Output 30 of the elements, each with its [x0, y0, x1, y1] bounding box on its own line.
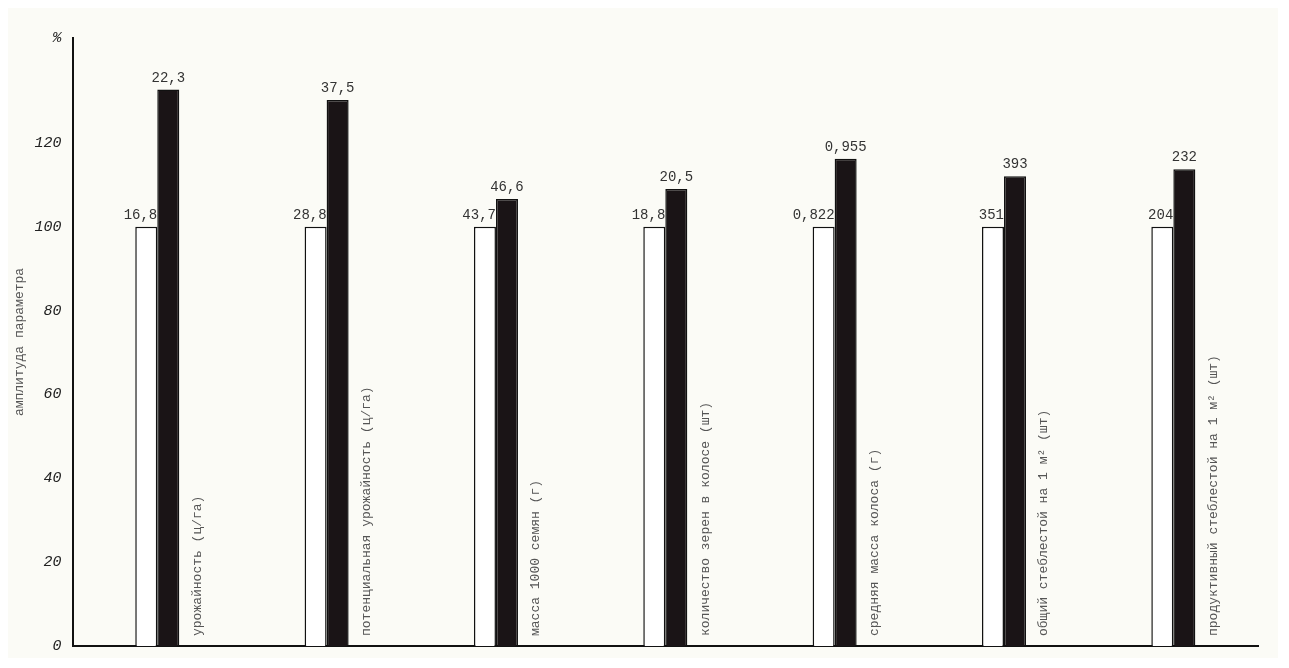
y-tick-label: 20 [43, 554, 62, 572]
annotation: 18,8 [631, 206, 666, 223]
x-tick-label: общий стеблестой на 1 м² (шт) [1036, 409, 1052, 636]
x-tick-label: количество зерен в колосе (шт) [697, 401, 713, 636]
y-tick-label: 60 [43, 386, 62, 404]
annotation: 0,822 [792, 206, 835, 223]
x-tick-label: потенциальная урожайность (ц/га) [359, 386, 375, 636]
annotation: 204 [1148, 206, 1174, 223]
annotation: 16,8 [123, 206, 158, 223]
y-tick-label: % [51, 29, 63, 47]
y-tick-label: 120 [34, 134, 62, 152]
annotation: 46,6 [490, 179, 524, 196]
x-tick-label: масса 1000 семян (г) [528, 479, 544, 636]
annotation: 0,955 [824, 138, 867, 155]
annotation: 232 [1171, 149, 1197, 166]
y-axis-title: амплитуда параметра [12, 267, 28, 417]
x-tick-label: урожайность (ц/га) [189, 495, 205, 636]
annotation: 20,5 [659, 168, 694, 185]
annotation: 393 [1002, 156, 1028, 173]
y-tick-label: 80 [43, 302, 62, 320]
x-tick-label: продуктивный стеблестой на 1 м² (шт) [1205, 355, 1221, 636]
annotation: 37,5 [320, 80, 355, 97]
annotation: 43,7 [462, 206, 496, 223]
y-tick-label: 100 [34, 218, 62, 236]
y-tick-label: 40 [43, 470, 62, 488]
annotation: 22,3 [151, 69, 186, 86]
annotation: 28,8 [293, 206, 327, 223]
annotation: 351 [978, 206, 1004, 223]
x-tick-label: средняя масса колоса (г) [867, 448, 883, 636]
y-tick-label: 0 [52, 637, 62, 655]
